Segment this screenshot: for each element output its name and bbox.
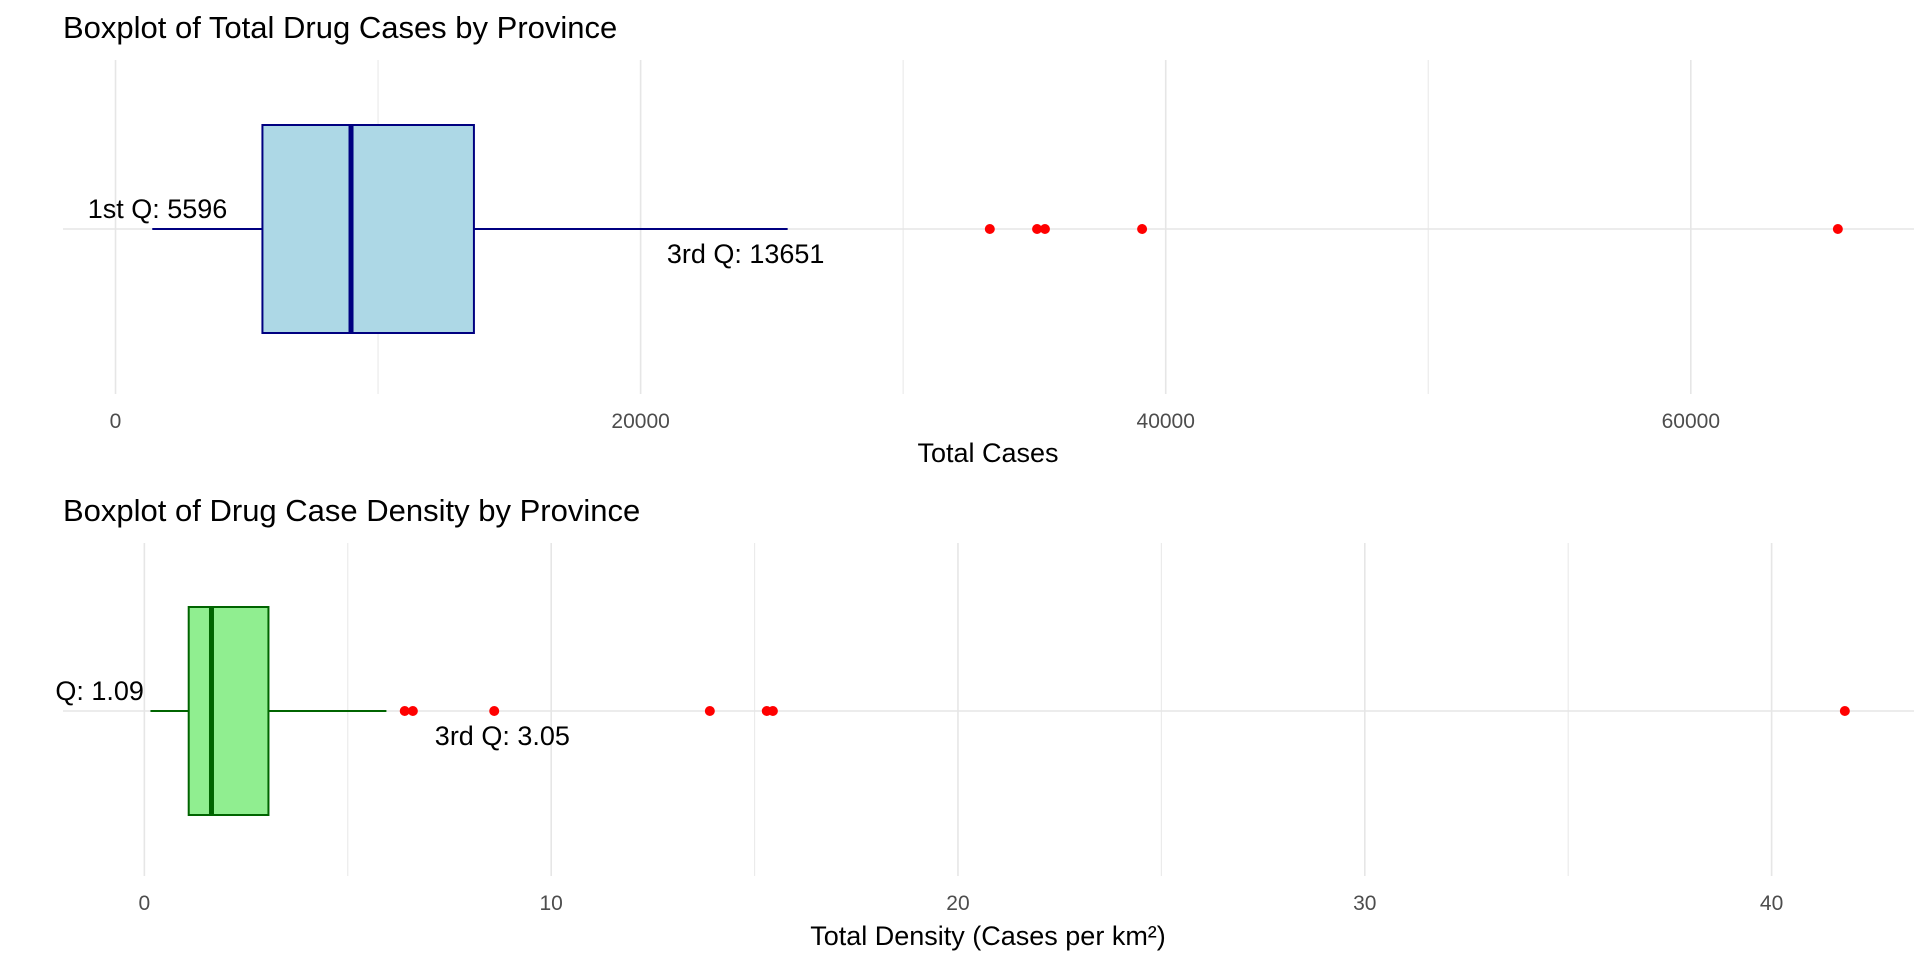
outlier-point	[489, 706, 500, 716]
x-tick-label: 30	[1353, 892, 1376, 915]
annotation-group: Q: 1.09 3rd Q: 3.05	[55, 676, 570, 751]
outlier-group	[984, 224, 1843, 234]
x-tick-label: 0	[110, 410, 122, 433]
x-tick-label: 20000	[611, 410, 669, 433]
quartile-annotation: Q: 1.09	[55, 676, 144, 706]
quartile-annotation: 1st Q: 5596	[88, 194, 228, 224]
outlier-point	[1832, 224, 1843, 234]
outlier-point	[984, 224, 995, 234]
x-tick-label: 10	[539, 892, 562, 915]
x-tick-labels: 0 20000 40000 60000	[110, 410, 1720, 433]
x-axis-label: Total Cases	[917, 438, 1058, 468]
panel-case-density: Boxplot of Drug Case Density by Province…	[55, 493, 1914, 951]
outlier-point	[407, 706, 418, 716]
chart-title: Boxplot of Drug Case Density by Province	[63, 493, 640, 528]
outlier-group	[399, 706, 1850, 716]
panel-total-cases: Boxplot of Total Drug Cases by Province …	[63, 10, 1914, 468]
quartile-annotation: 3rd Q: 3.05	[435, 721, 570, 751]
outlier-point	[1839, 706, 1850, 716]
x-tick-label: 40000	[1137, 410, 1195, 433]
outlier-point	[767, 706, 778, 716]
iqr-box	[261, 124, 475, 334]
quartile-annotation: 3rd Q: 13651	[667, 239, 825, 269]
outlier-point	[1032, 224, 1043, 234]
x-tick-labels: 0 10 20 30 40	[139, 892, 1784, 915]
x-tick-label: 40	[1760, 892, 1783, 915]
outlier-point	[1039, 224, 1050, 234]
x-tick-label: 0	[139, 892, 151, 915]
chart-title: Boxplot of Total Drug Cases by Province	[63, 10, 617, 45]
iqr-box	[187, 606, 270, 816]
outlier-point	[704, 706, 715, 716]
x-tick-label: 60000	[1662, 410, 1720, 433]
box-group	[187, 606, 270, 816]
x-axis-label: Total Density (Cases per km²)	[810, 921, 1166, 951]
outlier-point	[399, 706, 410, 716]
x-tick-label: 20	[946, 892, 969, 915]
annotation-group: 1st Q: 5596 3rd Q: 13651	[88, 194, 825, 269]
outlier-point	[1137, 224, 1148, 234]
box-group	[261, 124, 475, 334]
